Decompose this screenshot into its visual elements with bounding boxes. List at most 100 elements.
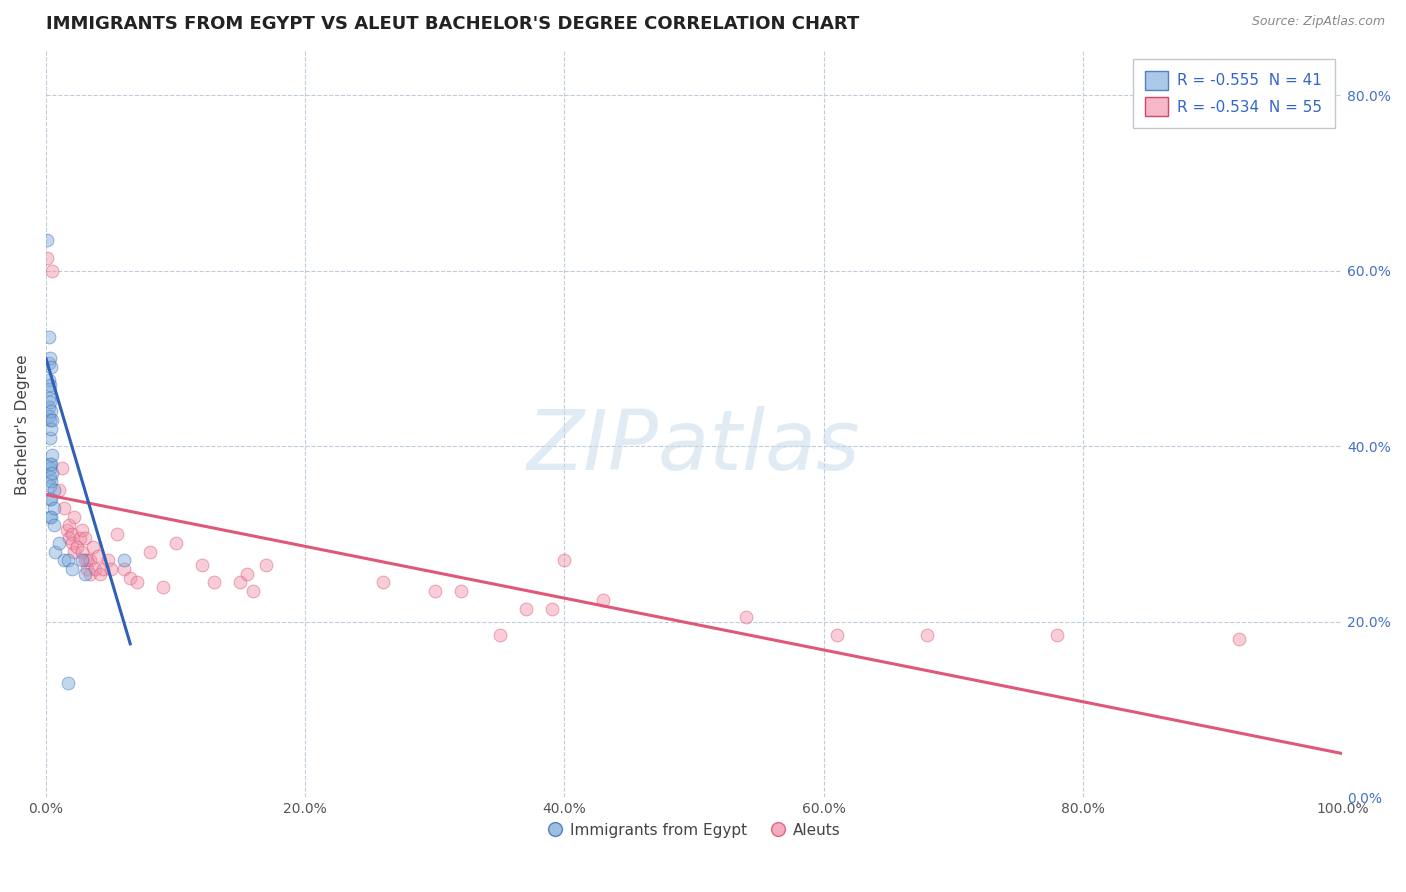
Point	[38, 377, 60, 392]
Point	[38, 409, 60, 423]
Point	[48, 536, 70, 550]
Point	[236, 566, 259, 581]
Point	[39, 404, 62, 418]
Point	[37, 251, 59, 265]
Point	[42, 518, 65, 533]
Point	[38, 491, 60, 506]
Point	[105, 527, 128, 541]
Point	[592, 593, 614, 607]
Point	[44, 544, 66, 558]
Point	[38, 413, 60, 427]
Point	[76, 553, 98, 567]
Point	[58, 518, 80, 533]
Point	[63, 544, 86, 558]
Point	[125, 575, 148, 590]
Point	[39, 475, 62, 489]
Point	[39, 360, 62, 375]
Text: ZIPatlas: ZIPatlas	[527, 406, 860, 487]
Point	[72, 523, 94, 537]
Point	[42, 500, 65, 515]
Point	[254, 558, 277, 572]
Point	[60, 527, 83, 541]
Point	[60, 536, 83, 550]
Point	[41, 263, 63, 277]
Point	[190, 558, 212, 572]
Point	[204, 575, 226, 590]
Point	[38, 382, 60, 396]
Point	[56, 553, 79, 567]
Point	[97, 553, 120, 567]
Point	[41, 413, 63, 427]
Text: IMMIGRANTS FROM EGYPT VS ALEUT BACHELOR'S DEGREE CORRELATION CHART: IMMIGRANTS FROM EGYPT VS ALEUT BACHELOR'…	[46, 15, 859, 33]
Point	[41, 466, 63, 480]
Point	[79, 566, 101, 581]
Point	[38, 395, 60, 409]
Point	[38, 391, 60, 405]
Point	[138, 544, 160, 558]
Point	[72, 553, 94, 567]
Point	[53, 500, 76, 515]
Point	[51, 461, 73, 475]
Point	[39, 509, 62, 524]
Text: Source: ZipAtlas.com: Source: ZipAtlas.com	[1251, 15, 1385, 29]
Point	[73, 553, 96, 567]
Point	[112, 562, 135, 576]
Point	[38, 374, 60, 388]
Point	[38, 509, 60, 524]
Point	[38, 351, 60, 366]
Point	[84, 562, 107, 576]
Point	[229, 575, 252, 590]
Point	[450, 584, 472, 599]
Point	[423, 584, 446, 599]
Point	[38, 430, 60, 444]
Point	[37, 233, 59, 247]
Point	[91, 562, 114, 576]
Point	[540, 601, 562, 615]
Point	[63, 509, 86, 524]
Point	[38, 461, 60, 475]
Point	[735, 610, 758, 624]
Point	[515, 601, 537, 615]
Point	[53, 553, 76, 567]
Point	[38, 479, 60, 493]
Point	[60, 562, 83, 576]
Point	[165, 536, 187, 550]
Point	[38, 457, 60, 471]
Point	[72, 544, 94, 558]
Point	[100, 562, 122, 576]
Point	[112, 553, 135, 567]
Point	[55, 523, 77, 537]
Point	[56, 676, 79, 690]
Point	[39, 457, 62, 471]
Point	[76, 562, 98, 576]
Point	[73, 532, 96, 546]
Point	[371, 575, 394, 590]
Point	[39, 491, 62, 506]
Point	[917, 628, 939, 642]
Point	[242, 584, 264, 599]
Point	[41, 448, 63, 462]
Point	[488, 628, 510, 642]
Point	[89, 566, 111, 581]
Point	[553, 553, 575, 567]
Point	[87, 549, 110, 563]
Point	[825, 628, 848, 642]
Point	[1046, 628, 1069, 642]
Point	[48, 483, 70, 498]
Point	[38, 470, 60, 484]
Point	[120, 571, 142, 585]
Point	[73, 566, 96, 581]
Point	[79, 553, 101, 567]
Point	[1227, 632, 1250, 647]
Point	[58, 532, 80, 546]
Legend: Immigrants from Egypt, Aleuts: Immigrants from Egypt, Aleuts	[540, 815, 849, 846]
Point	[152, 580, 174, 594]
Point	[38, 329, 60, 343]
Point	[38, 400, 60, 414]
Point	[38, 356, 60, 370]
Point	[42, 483, 65, 498]
Y-axis label: Bachelor's Degree: Bachelor's Degree	[15, 354, 30, 495]
Point	[69, 532, 91, 546]
Point	[39, 422, 62, 436]
Point	[66, 540, 89, 554]
